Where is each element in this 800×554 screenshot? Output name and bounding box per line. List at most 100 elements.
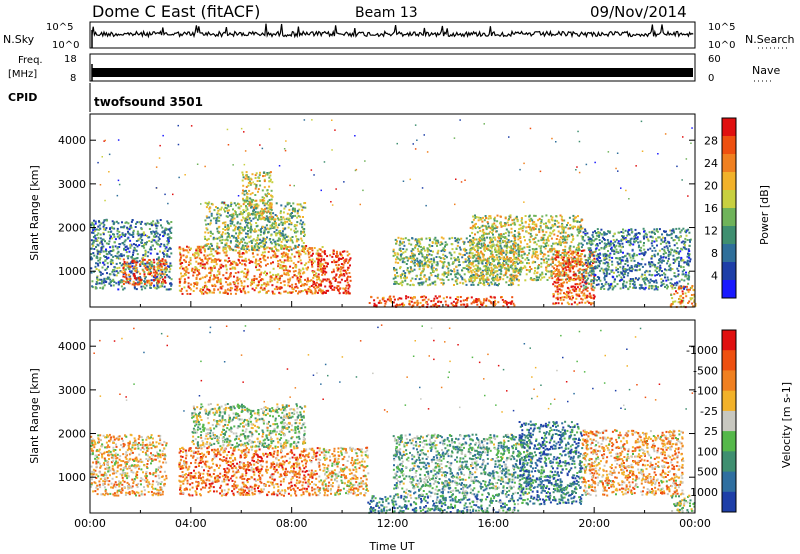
- data-cell: [548, 219, 550, 221]
- data-cell: [95, 262, 97, 264]
- data-cell: [490, 253, 492, 255]
- data-cell: [526, 243, 528, 245]
- data-cell: [282, 216, 284, 218]
- data-cell: [284, 227, 286, 229]
- data-cell: [261, 254, 263, 256]
- data-cell: [295, 290, 297, 292]
- data-cell: [347, 267, 349, 269]
- data-cell: [109, 253, 111, 255]
- data-cell: [568, 255, 570, 257]
- data-cell: [137, 281, 139, 283]
- data-cell: [273, 278, 275, 280]
- data-cell: [95, 229, 97, 231]
- data-cell: [425, 296, 427, 298]
- data-cell: [486, 237, 488, 239]
- data-cell: [535, 225, 537, 227]
- data-cell: [249, 260, 251, 262]
- data-cell: [559, 226, 561, 228]
- data-cell: [316, 279, 318, 281]
- data-cell: [521, 254, 523, 256]
- data-cell: [158, 265, 160, 267]
- data-cell: [245, 236, 247, 238]
- data-cell: [202, 247, 204, 249]
- data-cell: [582, 250, 584, 252]
- data-cell: [210, 220, 212, 222]
- data-cell: [331, 256, 333, 258]
- data-cell: [112, 262, 114, 264]
- data-cell: [478, 219, 480, 221]
- data-cell: [326, 255, 328, 257]
- data-cell: [519, 245, 521, 247]
- data-cell: [149, 259, 151, 261]
- data-cell: [408, 243, 410, 245]
- data-cell: [514, 262, 516, 264]
- data-cell: [441, 237, 443, 239]
- data-cell: [458, 261, 460, 263]
- data-cell: [518, 280, 520, 282]
- data-cell: [518, 228, 520, 230]
- data-cell: [164, 267, 166, 269]
- data-cell: [324, 271, 326, 273]
- data-cell: [97, 244, 99, 246]
- data-cell: [244, 242, 246, 244]
- data-cell: [294, 215, 296, 217]
- data-cell: [419, 241, 421, 243]
- data-cell: [117, 272, 119, 274]
- data-cell: [340, 268, 342, 270]
- data-cell: [208, 217, 210, 219]
- data-cell: [239, 223, 241, 225]
- data-cell: [287, 292, 289, 294]
- data-cell: [242, 190, 244, 192]
- data-cell: [262, 289, 264, 291]
- data-cell: [290, 222, 292, 224]
- data-cell: [499, 242, 501, 244]
- data-cell: [400, 274, 402, 276]
- data-cell: [569, 248, 571, 250]
- data-cell: [159, 273, 161, 275]
- data-cell: [510, 261, 512, 263]
- data-cell: [304, 207, 306, 209]
- data-cell: [280, 282, 282, 284]
- data-cell: [246, 251, 248, 253]
- data-cell: [235, 237, 237, 239]
- data-cell: [526, 273, 528, 275]
- data-cell: [514, 271, 516, 273]
- data-cell: [106, 272, 108, 274]
- data-cell: [247, 269, 249, 271]
- data-cell: [461, 256, 463, 258]
- data-cell: [535, 237, 537, 239]
- data-cell: [202, 286, 204, 288]
- data-cell: [570, 257, 572, 259]
- data-cell: [102, 239, 104, 241]
- data-cell: [158, 286, 160, 288]
- data-cell: [255, 266, 257, 268]
- data-cell: [300, 231, 302, 233]
- data-cell: [510, 276, 512, 278]
- data-cell: [326, 265, 328, 267]
- data-cell: [225, 289, 227, 291]
- data-cell: [541, 272, 543, 274]
- data-cell: [301, 245, 303, 247]
- data-cell: [206, 215, 208, 217]
- data-cell: [384, 303, 386, 305]
- data-cell: [303, 251, 305, 253]
- data-cell: [437, 264, 439, 266]
- data-cell: [264, 244, 266, 246]
- data-cell: [256, 172, 258, 174]
- data-cell: [407, 267, 409, 269]
- data-cell: [322, 292, 324, 294]
- data-cell: [248, 212, 250, 214]
- data-cell: [324, 253, 326, 255]
- data-cell: [497, 241, 499, 243]
- data-cell: [270, 276, 272, 278]
- data-cell: [307, 281, 309, 283]
- data-cell: [497, 262, 499, 264]
- data-cell: [140, 261, 142, 263]
- data-cell: [150, 284, 152, 286]
- data-cell: [214, 284, 216, 286]
- data-cell: [347, 276, 349, 278]
- data-cell: [349, 276, 351, 278]
- data-cell: [303, 223, 305, 225]
- data-cell: [112, 246, 114, 248]
- data-cell: [548, 259, 550, 261]
